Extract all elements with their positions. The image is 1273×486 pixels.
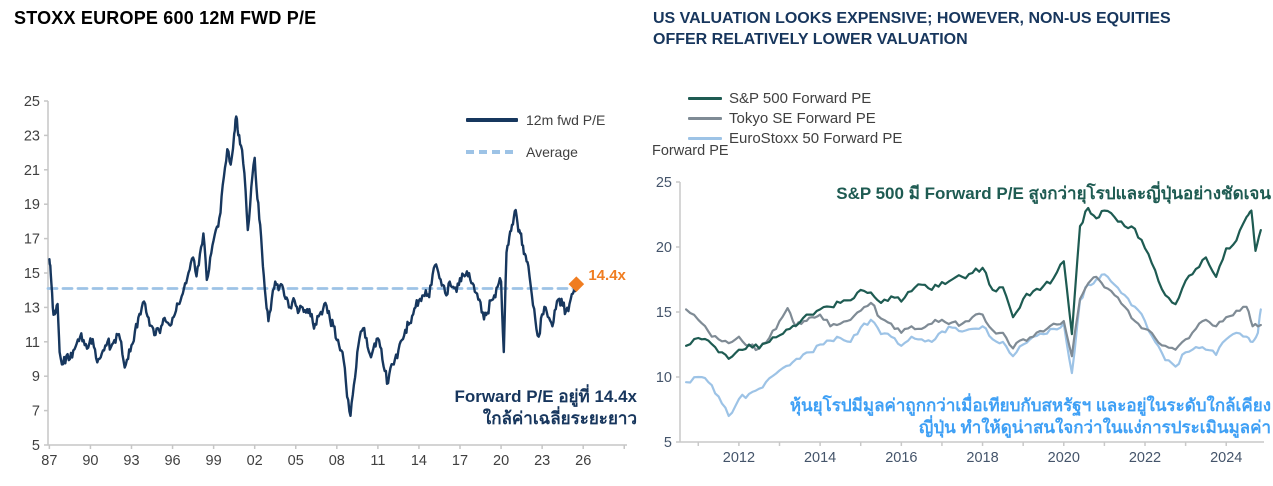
legend-label: Average [526,144,578,160]
legend-label: 12m fwd P/E [526,112,606,128]
x-tick-label: 87 [41,453,57,469]
stoxx-panel: STOXX EUROPE 600 12M FWD P/E 12m fwd P/E… [14,8,637,469]
y-tick-label: 25 [656,175,672,191]
left-chart-title: STOXX EUROPE 600 12M FWD P/E [14,8,317,28]
solid-line-swatch-icon [688,96,722,100]
x-tick-label: 99 [206,453,222,469]
right-chart-title: US VALUATION LOOKS EXPENSIVE; HOWEVER, N… [653,8,1273,50]
annotation-line: ใกล้ค่าเฉลี่ยระยะยาว [482,409,637,428]
x-tick-label: 05 [288,453,304,469]
series-12m-fwd-p-e [48,115,578,417]
y-tick-label: 23 [24,128,40,144]
solid-line-swatch-icon [688,136,722,140]
valuation-panel: US VALUATION LOOKS EXPENSIVE; HOWEVER, N… [640,0,1273,486]
x-tick-label: 23 [534,453,550,469]
x-tick-label: 17 [452,453,468,469]
x-tick-label: 2018 [966,450,998,466]
legend-label: S&P 500 Forward PE [729,89,872,107]
legend-item-average: Average [466,144,605,160]
left-chart-legend: 12m fwd P/E Average [466,112,605,176]
legend-item-tokyo-se: Tokyo SE Forward PE [688,108,902,128]
y-tick-label: 21 [24,163,40,179]
y-tick-label: 15 [656,305,672,321]
title-line: US VALUATION LOOKS EXPENSIVE; HOWEVER, N… [653,10,1171,27]
y-tick-label: 5 [664,435,672,451]
x-tick-label: 93 [123,453,139,469]
x-tick-label: 20 [493,453,509,469]
right-chart-annotation-bottom: หุ้นยุโรปมีมูลค่าถูกกว่าเมื่อเทียบกับสหร… [711,395,1271,439]
x-tick-label: 14 [411,453,427,469]
x-tick-label: 2024 [1210,450,1242,466]
legend-item-12m-fwd-pe: 12m fwd P/E [466,112,605,128]
x-tick-label: 96 [164,453,180,469]
y-tick-label: 9 [32,369,40,385]
annotation-line: ญี่ปุ่น ทำให้ดูน่าสนใจกว่าในแง่การประเมิ… [918,418,1271,437]
right-chart-annotation-top: S&P 500 มี Forward P/E สูงกว่ายุโรปและญี… [836,184,1271,203]
annotation-line: หุ้นยุโรปมีมูลค่าถูกกว่าเมื่อเทียบกับสหร… [789,396,1271,415]
x-tick-label: 2012 [723,450,755,466]
annotation-line: Forward P/E อยู่ที่ 14.4x [454,387,637,406]
x-tick-label: 2020 [1048,450,1080,466]
right-chart-legend: S&P 500 Forward PE Tokyo SE Forward PE E… [688,88,902,148]
y-tick-label: 15 [24,266,40,282]
stoxx-pe-chart: 5 7 9 11 13 15 17 19 21 23 25 87 90 93 96 99 02 05 08 11 14 1… [24,94,627,469]
y-tick-label: 25 [24,94,40,110]
y-tick-label: 7 [32,404,40,420]
forward-pe-comparison-chart: 5 10 15 20 25 2012 2014 2016 2018 2020 2022 2024 [656,175,1264,466]
y-tick-label: 5 [32,438,40,454]
y-tick-label: 17 [24,232,40,248]
y-tick-label: 11 [25,335,40,351]
left-chart-annotation: Forward P/E อยู่ที่ 14.4x ใกล้ค่าเฉลี่ยร… [297,386,637,430]
latest-value-diamond-marker [568,276,585,292]
x-tick-label: 2016 [885,450,917,466]
legend-label: EuroStoxx 50 Forward PE [729,129,903,147]
series-s-p-500-forward-pe [685,206,1262,360]
legend-item-sp500: S&P 500 Forward PE [688,88,902,108]
legend-label: Tokyo SE Forward PE [729,109,876,127]
y-tick-label: 13 [24,300,40,316]
x-tick-label: 90 [82,453,98,469]
latest-value-label: 14.4x [588,267,626,284]
x-tick-label: 02 [247,453,263,469]
series-eurostoxx-50-forward-pe [685,273,1262,418]
x-tick-label: 08 [329,453,345,469]
solid-line-swatch-icon [466,118,518,122]
x-tick-label: 2014 [804,450,836,466]
y-tick-label: 19 [24,197,40,213]
x-tick-label: 11 [370,453,385,469]
x-tick-label: 2022 [1129,450,1161,466]
solid-line-swatch-icon [688,116,722,120]
title-line: OFFER RELATIVELY LOWER VALUATION [653,31,968,48]
series-tokyo-se-forward-pe [685,275,1262,358]
y-tick-label: 20 [656,240,672,256]
y-tick-label: 10 [656,370,672,386]
x-tick-label: 26 [575,453,591,469]
dashed-line-swatch-icon [466,150,518,154]
y-axis-title: Forward PE [652,143,729,159]
legend-item-eurostoxx: EuroStoxx 50 Forward PE [688,128,902,148]
